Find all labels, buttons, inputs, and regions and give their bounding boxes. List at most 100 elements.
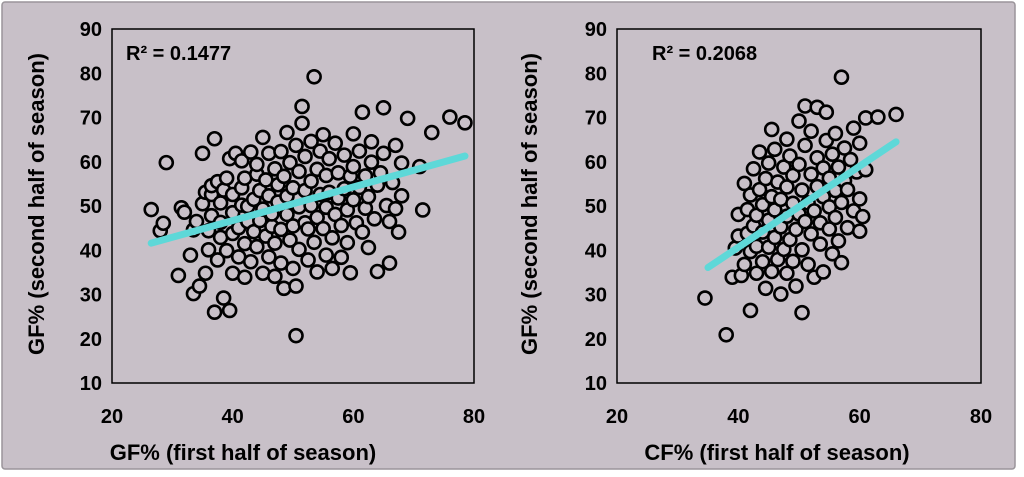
data-point: [315, 126, 331, 143]
data-point: [197, 265, 214, 282]
data-point: [363, 134, 380, 150]
data-point: [833, 194, 850, 211]
data-point: [375, 99, 392, 116]
data-point: [194, 145, 211, 162]
data-point: [303, 133, 319, 150]
data-point: [785, 253, 801, 270]
data-point: [772, 286, 789, 302]
x-tick-label: 20: [101, 406, 123, 428]
data-point: [779, 131, 795, 147]
data-point: [267, 235, 283, 251]
data-point: [794, 242, 810, 258]
data-point: [763, 263, 780, 280]
data-point: [381, 255, 398, 271]
data-point: [369, 263, 386, 280]
data-point: [279, 124, 295, 141]
points: [697, 69, 904, 343]
data-point: [236, 269, 253, 286]
y-tick-label: 80: [585, 63, 607, 85]
data-point: [360, 188, 377, 205]
data-point: [830, 159, 847, 175]
data-point: [803, 123, 819, 140]
x-tick-label: 40: [222, 406, 244, 428]
data-point: [342, 265, 359, 281]
data-point: [888, 106, 904, 123]
data-point: [315, 220, 331, 237]
data-point: [255, 129, 271, 146]
data-point: [300, 252, 316, 268]
data-point: [339, 234, 356, 251]
data-point: [836, 140, 853, 156]
data-point: [821, 221, 838, 237]
y-tick-label: 70: [585, 108, 607, 130]
data-point: [354, 224, 371, 240]
data-point: [327, 135, 344, 151]
data-point: [870, 109, 886, 125]
data-point: [766, 141, 783, 158]
y-tick-label: 60: [80, 152, 102, 174]
y-axis-title: GF% (second half of season): [517, 53, 542, 355]
chart-gf-vs-cf: GF% (second half of season) 10 20 30 40 50 60…: [517, 19, 992, 465]
data-point: [212, 195, 229, 211]
y-tick-labels: 10 20 30 40 50 60 70 80 90: [80, 19, 102, 395]
data-point: [393, 155, 410, 171]
data-point: [297, 148, 313, 165]
x-tick-label: 40: [727, 406, 749, 428]
data-point: [806, 203, 822, 219]
data-point: [742, 302, 759, 319]
data-point: [273, 143, 289, 160]
data-point: [818, 104, 835, 120]
data-point: [206, 304, 223, 321]
data-point: [351, 143, 368, 159]
data-point: [288, 327, 304, 344]
data-point: [206, 130, 223, 147]
data-point: [285, 260, 301, 277]
data-point: [155, 215, 172, 232]
data-point: [851, 135, 868, 151]
data-point: [221, 302, 238, 319]
r-squared-label: R² = 0.1477: [126, 43, 231, 65]
data-point: [797, 137, 813, 154]
data-point: [218, 242, 235, 259]
data-point: [757, 280, 774, 297]
data-point: [827, 209, 844, 226]
data-point: [324, 230, 341, 246]
data-point: [788, 278, 804, 294]
data-point: [282, 154, 298, 171]
y-tick-label: 40: [80, 240, 102, 262]
plot-area-frame: [616, 28, 982, 384]
data-point: [833, 254, 850, 271]
data-point: [812, 236, 829, 252]
y-tick-label: 30: [80, 285, 102, 307]
data-point: [306, 68, 322, 85]
data-point: [442, 109, 458, 125]
data-point: [851, 223, 868, 240]
data-point: [354, 104, 371, 120]
data-point: [824, 146, 841, 163]
data-point: [854, 208, 871, 225]
y-axis-title: GF% (second half of season): [24, 53, 49, 355]
data-point: [248, 238, 265, 255]
x-tick-labels: 20 40 60 80: [606, 406, 992, 428]
data-point: [345, 192, 362, 208]
data-point: [261, 249, 277, 265]
data-point: [794, 182, 810, 198]
data-point: [233, 153, 250, 169]
data-point: [842, 151, 859, 168]
data-point: [291, 241, 307, 258]
data-point: [345, 126, 362, 142]
y-tick-label: 50: [80, 196, 102, 218]
y-tick-label: 80: [80, 63, 102, 85]
x-tick-label: 60: [342, 406, 364, 428]
data-point: [390, 224, 407, 240]
data-point: [158, 154, 175, 171]
data-point: [291, 163, 307, 180]
data-point: [393, 188, 410, 204]
data-point: [851, 191, 868, 207]
data-point: [779, 265, 795, 282]
data-point: [387, 200, 404, 217]
data-point: [300, 221, 316, 237]
data-point: [324, 260, 341, 277]
data-point: [176, 204, 193, 220]
data-point: [360, 239, 377, 256]
